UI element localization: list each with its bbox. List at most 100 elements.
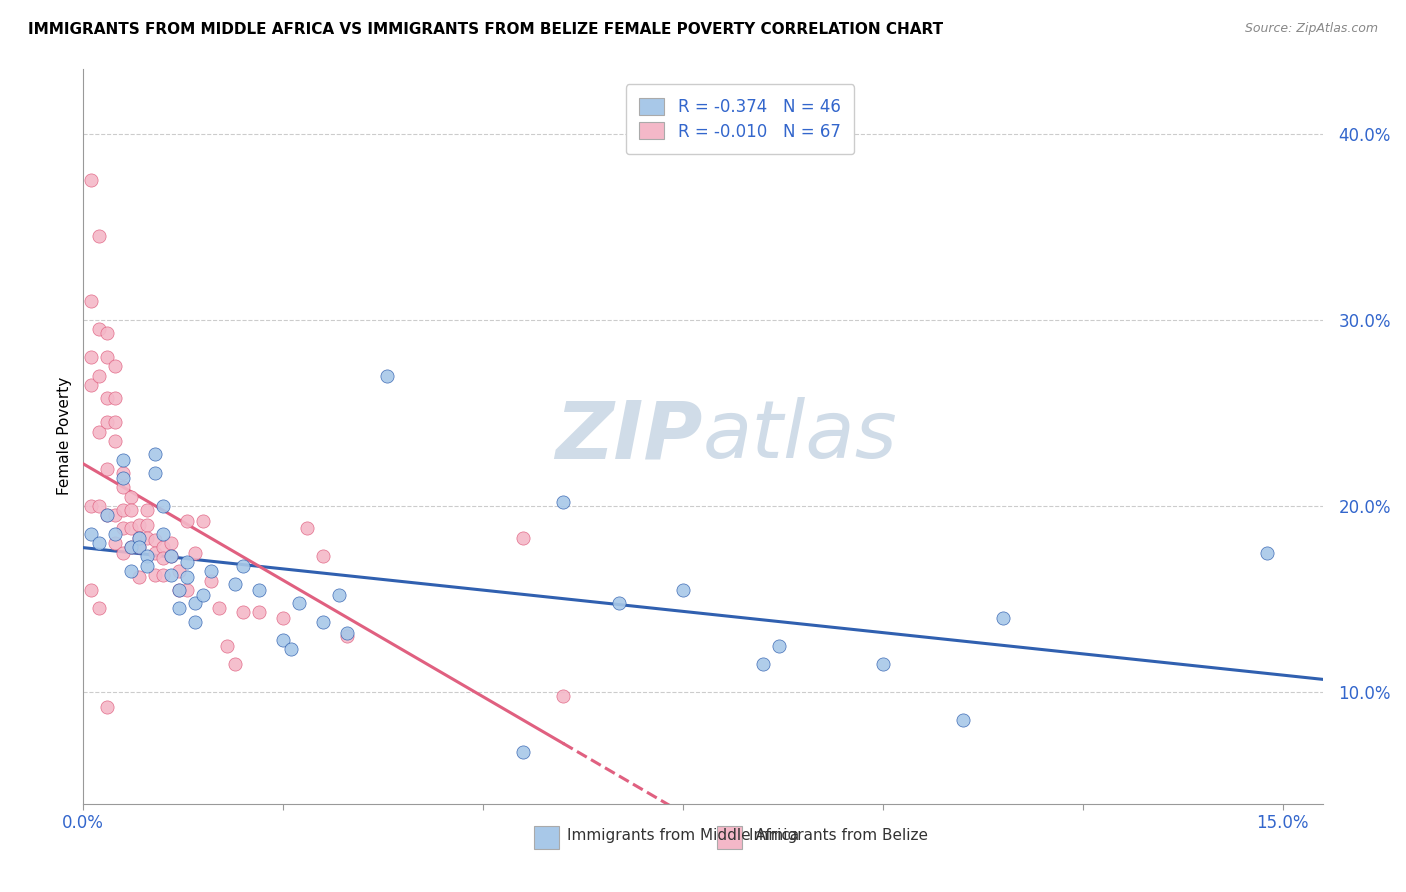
Point bbox=[120, 540, 142, 554]
Point bbox=[247, 605, 270, 619]
Point bbox=[184, 546, 207, 560]
Point bbox=[128, 531, 150, 545]
Text: Immigrants from Middle Africa: Immigrants from Middle Africa bbox=[567, 829, 799, 843]
Point bbox=[551, 689, 574, 703]
Point bbox=[96, 508, 118, 523]
Point bbox=[120, 503, 142, 517]
Point bbox=[136, 549, 159, 564]
Point bbox=[312, 549, 335, 564]
Point bbox=[89, 322, 111, 336]
Text: Immigrants from Belize: Immigrants from Belize bbox=[749, 829, 928, 843]
Point bbox=[104, 536, 127, 550]
Point bbox=[128, 570, 150, 584]
Point bbox=[952, 713, 974, 727]
Point bbox=[120, 540, 142, 554]
Point bbox=[160, 549, 183, 564]
Point bbox=[152, 540, 174, 554]
Point bbox=[112, 521, 135, 535]
Point bbox=[176, 582, 198, 597]
Point bbox=[143, 447, 166, 461]
Point bbox=[551, 495, 574, 509]
Point bbox=[247, 582, 270, 597]
Point bbox=[193, 589, 215, 603]
Point bbox=[991, 611, 1014, 625]
Point bbox=[143, 546, 166, 560]
Point bbox=[112, 471, 135, 485]
Point bbox=[312, 615, 335, 629]
Point bbox=[152, 527, 174, 541]
Point bbox=[176, 570, 198, 584]
Point bbox=[200, 564, 222, 578]
Point bbox=[136, 517, 159, 532]
Point bbox=[112, 480, 135, 494]
Point bbox=[512, 745, 534, 759]
Point bbox=[128, 531, 150, 545]
Point bbox=[136, 503, 159, 517]
Point bbox=[112, 503, 135, 517]
Point bbox=[295, 521, 318, 535]
Point bbox=[271, 633, 294, 648]
Point bbox=[232, 605, 254, 619]
Point bbox=[768, 639, 790, 653]
Point bbox=[152, 551, 174, 566]
Point bbox=[184, 596, 207, 610]
Point bbox=[104, 434, 127, 448]
Point bbox=[104, 415, 127, 429]
Point bbox=[160, 568, 183, 582]
Point bbox=[89, 229, 111, 244]
Point bbox=[167, 582, 190, 597]
Point bbox=[200, 574, 222, 588]
Point bbox=[80, 499, 103, 513]
Point bbox=[89, 536, 111, 550]
Point bbox=[96, 700, 118, 714]
Point bbox=[607, 596, 630, 610]
Point bbox=[96, 415, 118, 429]
Point bbox=[336, 625, 359, 640]
Point bbox=[104, 391, 127, 405]
Point bbox=[112, 466, 135, 480]
Point bbox=[80, 350, 103, 364]
Point bbox=[232, 558, 254, 573]
Point bbox=[336, 629, 359, 643]
Point bbox=[872, 657, 894, 672]
Point bbox=[271, 611, 294, 625]
Point bbox=[112, 452, 135, 467]
Point bbox=[80, 173, 103, 187]
Point bbox=[120, 490, 142, 504]
Point bbox=[96, 350, 118, 364]
Point bbox=[176, 514, 198, 528]
Text: ZIP: ZIP bbox=[555, 397, 703, 475]
Point bbox=[136, 558, 159, 573]
Text: Source: ZipAtlas.com: Source: ZipAtlas.com bbox=[1244, 22, 1378, 36]
Point bbox=[96, 326, 118, 340]
Point bbox=[96, 508, 118, 523]
Point bbox=[224, 657, 246, 672]
Point bbox=[120, 521, 142, 535]
Point bbox=[217, 639, 239, 653]
Point bbox=[128, 517, 150, 532]
Point bbox=[280, 642, 302, 657]
Point bbox=[1256, 546, 1278, 560]
Point bbox=[672, 582, 695, 597]
Point bbox=[193, 514, 215, 528]
Y-axis label: Female Poverty: Female Poverty bbox=[58, 377, 72, 495]
Point bbox=[160, 549, 183, 564]
Bar bbox=[717, 826, 742, 848]
Point bbox=[120, 564, 142, 578]
Point bbox=[128, 540, 150, 554]
Point bbox=[128, 540, 150, 554]
Point bbox=[80, 582, 103, 597]
Bar bbox=[534, 826, 560, 848]
Point bbox=[224, 577, 246, 591]
Point bbox=[80, 294, 103, 309]
Point bbox=[89, 499, 111, 513]
Point bbox=[167, 601, 190, 615]
Point bbox=[143, 466, 166, 480]
Point bbox=[89, 368, 111, 383]
Point bbox=[104, 527, 127, 541]
Point bbox=[89, 425, 111, 439]
Point bbox=[176, 555, 198, 569]
Point bbox=[104, 359, 127, 374]
Point bbox=[512, 531, 534, 545]
Point bbox=[96, 462, 118, 476]
